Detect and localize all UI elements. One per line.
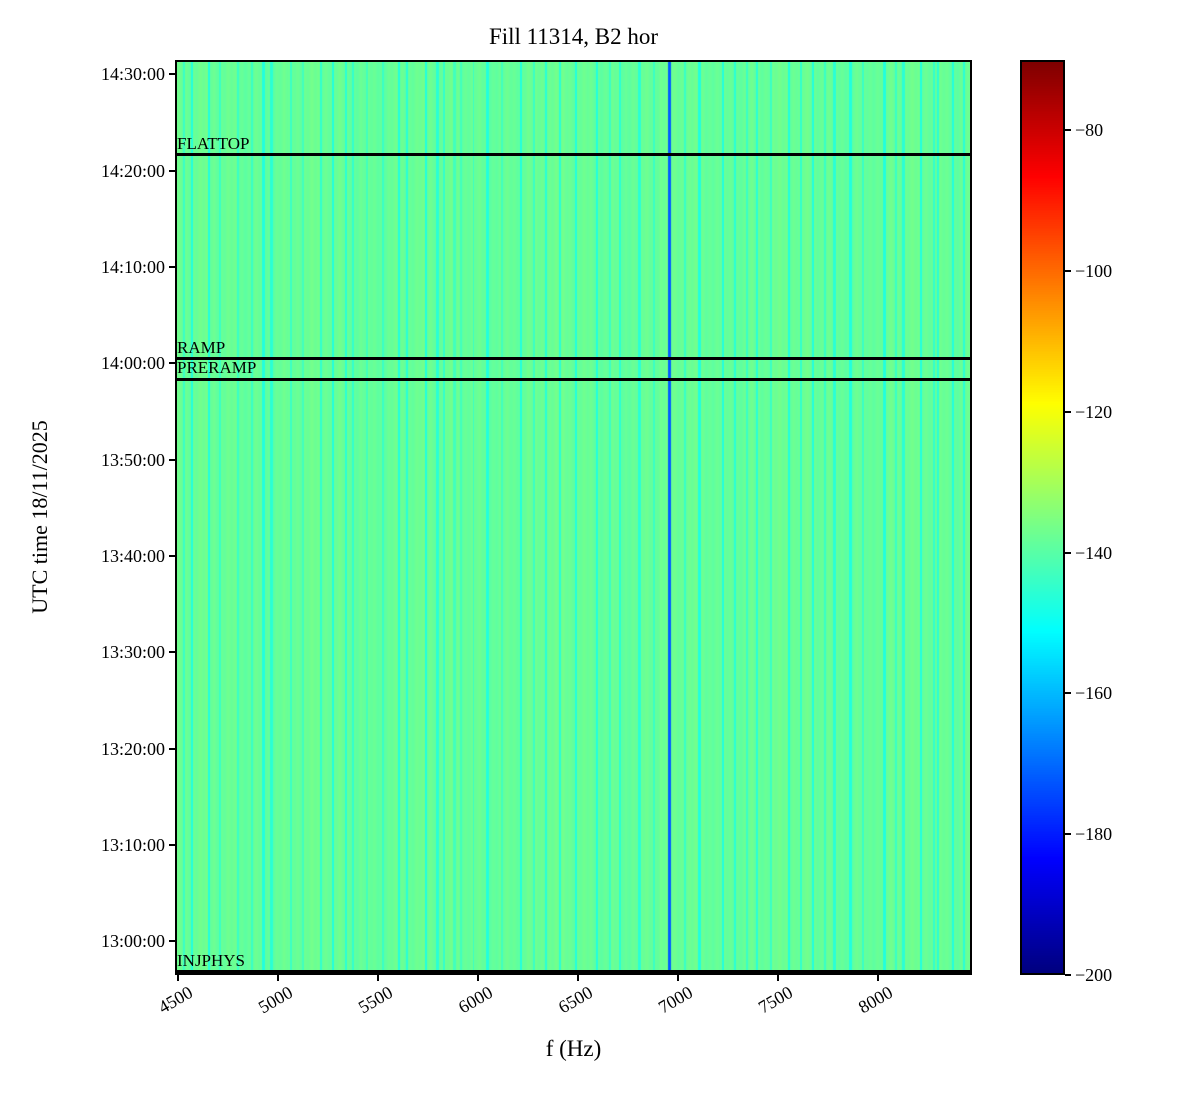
- x-tick-mark: [577, 975, 579, 981]
- x-tick-label: 7000: [654, 982, 696, 1018]
- x-tick-mark: [377, 975, 379, 981]
- y-tick-label: 13:50:00: [100, 449, 165, 470]
- y-tick-mark: [169, 843, 175, 846]
- colorbar-tick-label: −80: [1075, 120, 1104, 141]
- colorbar-tick-mark: [1065, 270, 1071, 273]
- x-axis-label: f (Hz): [545, 1036, 602, 1061]
- event-line-preramp: [175, 377, 972, 381]
- y-tick-mark: [169, 651, 175, 654]
- y-tick-label: 13:30:00: [100, 642, 165, 663]
- colorbar-tick-label: −160: [1075, 683, 1113, 704]
- x-tick-mark: [877, 975, 879, 981]
- y-tick-mark: [169, 555, 175, 558]
- event-label-preramp: PRERAMP: [177, 358, 257, 378]
- event-label-flattop: FLATTOP: [177, 133, 250, 153]
- x-tick-mark: [177, 975, 179, 981]
- colorbar-tick-mark: [1065, 833, 1071, 836]
- y-tick-label: 13:00:00: [100, 931, 165, 952]
- y-tick-mark: [169, 458, 175, 461]
- colorbar-tick-label: −180: [1075, 824, 1113, 845]
- y-tick-mark: [169, 940, 175, 943]
- colorbar: [1020, 60, 1065, 975]
- x-tick-mark: [677, 975, 679, 981]
- colorbar-tick-label: −200: [1075, 965, 1113, 985]
- plot-area: [175, 60, 972, 975]
- event-line-injphys: [175, 970, 972, 974]
- y-tick-label: 13:10:00: [100, 834, 165, 855]
- y-tick-label: 14:30:00: [100, 64, 165, 85]
- y-axis-label: UTC time 18/11/2025: [27, 420, 52, 614]
- colorbar-tick-mark: [1065, 692, 1071, 695]
- y-tick-mark: [169, 73, 175, 76]
- x-tick-label: 5500: [354, 982, 396, 1018]
- event-line-flattop: [175, 153, 972, 157]
- x-tick-label: 6500: [554, 982, 596, 1018]
- colorbar-tick-mark: [1065, 129, 1071, 132]
- event-label-injphys: INJPHYS: [177, 950, 246, 970]
- event-label-ramp: RAMP: [177, 337, 226, 357]
- spectrogram-heatmap: [177, 62, 970, 973]
- x-tick-label: 8000: [854, 982, 896, 1018]
- colorbar-tick-mark: [1065, 551, 1071, 554]
- y-tick-label: 13:40:00: [100, 546, 165, 567]
- y-tick-label: 13:20:00: [100, 738, 165, 759]
- x-tick-mark: [777, 975, 779, 981]
- colorbar-tick-mark: [1065, 974, 1071, 976]
- colorbar-tick-label: −140: [1075, 542, 1113, 563]
- colorbar-tick-label: −120: [1075, 401, 1113, 422]
- chart-title: Fill 11314, B2 hor: [488, 24, 659, 49]
- x-tick-label: 7500: [754, 982, 796, 1018]
- event-line-ramp: [175, 357, 972, 361]
- colorbar-tick-label: −100: [1075, 261, 1113, 282]
- x-tick-label: 5000: [254, 982, 296, 1018]
- y-tick-mark: [169, 266, 175, 269]
- colorbar-gradient: [1022, 62, 1063, 973]
- x-tick-label: 6000: [454, 982, 496, 1018]
- y-tick-label: 14:00:00: [100, 353, 165, 374]
- y-tick-label: 14:10:00: [100, 257, 165, 278]
- x-tick-mark: [477, 975, 479, 981]
- y-tick-mark: [169, 169, 175, 172]
- y-tick-mark: [169, 362, 175, 365]
- y-tick-mark: [169, 747, 175, 750]
- x-tick-mark: [277, 975, 279, 981]
- y-tick-label: 14:20:00: [100, 160, 165, 181]
- colorbar-tick-mark: [1065, 410, 1071, 413]
- x-tick-label: 4500: [154, 982, 196, 1018]
